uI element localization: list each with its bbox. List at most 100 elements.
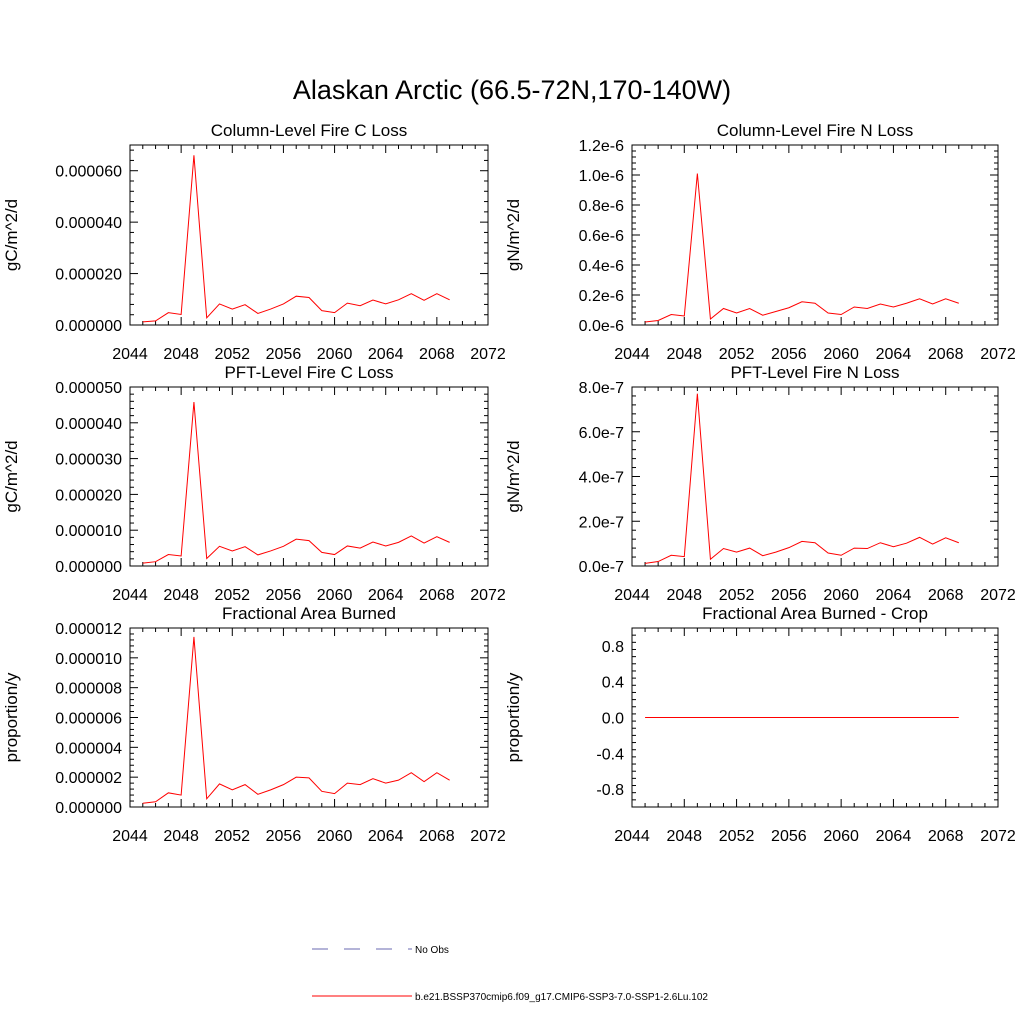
y-tick-label: 0.000050 [55, 380, 122, 397]
y-tick-label: 0.8e-6 [579, 198, 624, 215]
x-tick-label: 2056 [771, 828, 807, 845]
series-line [645, 173, 959, 323]
series-line [645, 393, 959, 564]
x-tick-label: 2048 [666, 828, 702, 845]
panel-title: Column-Level Fire C Loss [211, 121, 408, 140]
y-tick-label: 0.000004 [55, 740, 122, 757]
x-tick-label: 2060 [823, 346, 859, 363]
y-tick-label: 0.000008 [55, 681, 122, 698]
y-tick-label: 1.2e-6 [579, 138, 624, 155]
x-tick-label: 2068 [419, 346, 455, 363]
y-tick-label: 0.0e-7 [579, 559, 624, 576]
y-tick-label: 0.4e-6 [579, 258, 624, 275]
y-axis-label: gC/m^2/d [2, 440, 21, 512]
x-tick-label: 2048 [163, 587, 199, 604]
series-line [142, 401, 450, 564]
x-tick-label: 2068 [928, 346, 964, 363]
x-tick-label: 2052 [719, 587, 755, 604]
y-tick-label: 0.0 [602, 711, 624, 728]
plot-frame [631, 144, 999, 326]
y-tick-label: 2.0e-7 [579, 514, 624, 531]
plot-frame [129, 386, 489, 567]
x-tick-label: 2044 [112, 346, 148, 363]
panel-title: PFT-Level Fire N Loss [730, 363, 899, 382]
y-tick-label: 0.000010 [55, 651, 122, 668]
y-tick-label: 0.000012 [55, 621, 122, 638]
y-tick-label: -0.8 [596, 782, 624, 799]
x-tick-label: 2052 [214, 828, 250, 845]
x-tick-label: 2064 [876, 346, 912, 363]
x-tick-label: 2052 [719, 828, 755, 845]
chart-panel-2: 2044 2048 2052 2056 2060 2064 2068 2072 0.0e-6 0.… [504, 121, 1016, 363]
y-tick-label: 0.000040 [55, 416, 122, 433]
y-tick-label: 0.000000 [55, 800, 122, 817]
x-tick-label: 2064 [368, 346, 404, 363]
x-tick-label: 2064 [368, 828, 404, 845]
y-tick-label: 0.000060 [55, 164, 122, 181]
x-tick-label: 2060 [823, 587, 859, 604]
x-tick-label: 2064 [876, 828, 912, 845]
y-tick-label: 4.0e-7 [579, 470, 624, 487]
x-tick-label: 2052 [214, 346, 250, 363]
x-tick-label: 2068 [928, 587, 964, 604]
figure-title: Alaskan Arctic (66.5-72N,170-140W) [293, 75, 731, 105]
y-tick-label: 0.8 [602, 639, 624, 656]
x-tick-label: 2056 [771, 346, 807, 363]
y-tick-label: 0.000030 [55, 452, 122, 469]
legend: No Obs b.e21.BSSP370cmip6.f09_g17.CMIP6-… [312, 945, 708, 1003]
x-tick-label: 2056 [771, 587, 807, 604]
chart-panel-4: 2044 2048 2052 2056 2060 2064 2068 2072 0.0e-7 2.… [504, 363, 1016, 604]
x-tick-label: 2048 [666, 346, 702, 363]
x-tick-label: 2044 [112, 587, 148, 604]
y-tick-label: 0.2e-6 [579, 288, 624, 305]
y-tick-label: 0.000000 [55, 318, 122, 335]
x-tick-label: 2060 [317, 828, 353, 845]
panel-title: Fractional Area Burned - Crop [702, 604, 928, 623]
legend-label-no-obs: No Obs [415, 945, 449, 956]
x-tick-label: 2044 [614, 587, 650, 604]
x-tick-label: 2072 [470, 587, 506, 604]
x-tick-label: 2068 [419, 587, 455, 604]
y-tick-label: 1.0e-6 [579, 168, 624, 185]
legend-label-model-run: b.e21.BSSP370cmip6.f09_g17.CMIP6-SSP3-7.… [415, 992, 708, 1003]
x-tick-label: 2048 [163, 346, 199, 363]
x-tick-label: 2068 [928, 828, 964, 845]
plot-frame [129, 627, 489, 808]
y-tick-label: 0.000010 [55, 523, 122, 540]
y-tick-label: -0.4 [596, 746, 624, 763]
chart-panel-6: 2044 2048 2052 2056 2060 2064 2068 2072 -0.8 -0.4… [504, 604, 1016, 845]
x-tick-label: 2064 [876, 587, 912, 604]
chart-panel-1: 2044 2048 2052 2056 2060 2064 2068 2072 0.000000… [2, 121, 506, 363]
panel-title: PFT-Level Fire C Loss [224, 363, 393, 382]
x-tick-label: 2068 [419, 828, 455, 845]
y-axis-label: proportion/y [2, 672, 21, 762]
chart-panel-3: 2044 2048 2052 2056 2060 2064 2068 2072 0.000000… [2, 363, 506, 604]
y-tick-label: 0.0e-6 [579, 318, 624, 335]
panels-group: 2044 2048 2052 2056 2060 2064 2068 2072 0.000000… [2, 121, 1016, 845]
x-tick-label: 2072 [470, 346, 506, 363]
series-line [142, 636, 450, 804]
x-tick-label: 2072 [980, 346, 1016, 363]
x-tick-label: 2060 [823, 828, 859, 845]
y-tick-label: 0.000040 [55, 215, 122, 232]
y-tick-label: 0.000020 [55, 267, 122, 284]
y-axis-label: proportion/y [504, 672, 523, 762]
y-tick-label: 6.0e-7 [579, 425, 624, 442]
panel-title: Column-Level Fire N Loss [717, 121, 914, 140]
x-tick-label: 2044 [112, 828, 148, 845]
y-tick-label: 8.0e-7 [579, 380, 624, 397]
series-line [142, 155, 450, 323]
y-tick-label: 0.000000 [55, 559, 122, 576]
x-tick-label: 2052 [214, 587, 250, 604]
x-tick-label: 2064 [368, 587, 404, 604]
x-tick-label: 2052 [719, 346, 755, 363]
y-axis-label: gN/m^2/d [504, 199, 523, 271]
x-tick-label: 2056 [266, 346, 302, 363]
y-tick-label: 0.000002 [55, 770, 122, 787]
x-tick-label: 2072 [980, 828, 1016, 845]
x-tick-label: 2060 [317, 346, 353, 363]
x-tick-label: 2048 [163, 828, 199, 845]
x-tick-label: 2044 [614, 828, 650, 845]
y-tick-label: 0.4 [602, 675, 624, 692]
y-tick-label: 0.6e-6 [579, 228, 624, 245]
